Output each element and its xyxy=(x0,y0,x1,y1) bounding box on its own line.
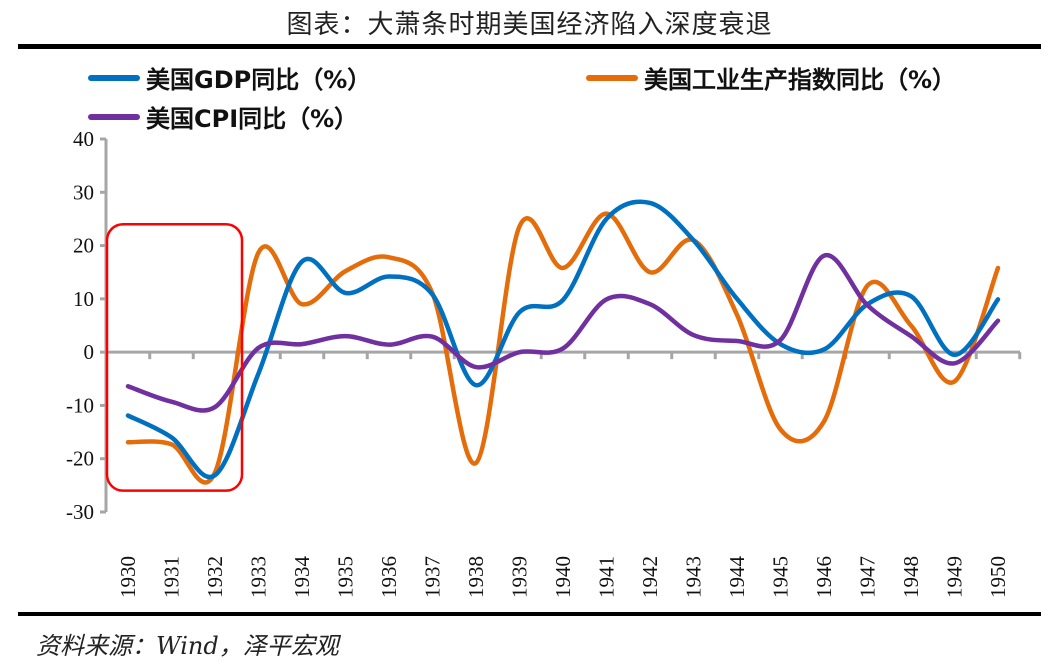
x-tick-label: 1936 xyxy=(377,556,401,598)
x-tick-label: 1937 xyxy=(421,556,445,598)
legend-item-industrial: 美国工业生产指数同比（%） xyxy=(586,60,956,95)
x-tick-label: 1930 xyxy=(116,556,140,598)
series-line-cpi xyxy=(125,253,1001,413)
chart-title: 图表：大萧条时期美国经济陷入深度衰退 xyxy=(286,10,773,40)
legend-label-cpi: 美国CPI同比（%） xyxy=(146,105,359,133)
highlight-box xyxy=(105,223,244,492)
x-tick-label: 1944 xyxy=(725,556,749,599)
y-tick-label: -30 xyxy=(66,500,94,524)
x-tick-label: 1943 xyxy=(682,556,706,598)
x-tick-label: 1942 xyxy=(638,556,662,598)
x-tick-label: 1934 xyxy=(290,556,314,599)
x-tick-label: 1949 xyxy=(943,556,967,598)
legend-swatch-cpi xyxy=(88,113,140,120)
series-line-industrial xyxy=(125,211,1001,485)
y-tick-label: 10 xyxy=(73,287,94,311)
x-tick-label: 1940 xyxy=(551,556,575,598)
y-tick-label: 20 xyxy=(73,234,94,258)
legend-swatch-gdp xyxy=(88,74,140,81)
x-tick-label: 1947 xyxy=(856,556,880,598)
y-tick-label: 30 xyxy=(73,180,94,204)
top-rule xyxy=(18,44,1041,49)
x-tick-label: 1931 xyxy=(160,556,184,598)
x-tick-label: 1946 xyxy=(812,556,836,598)
x-tick-label: 1932 xyxy=(203,556,227,598)
x-tick-label: 1935 xyxy=(334,556,358,598)
y-tick-label: 40 xyxy=(73,127,94,151)
x-tick-label: 1941 xyxy=(595,556,619,598)
y-tick-label: -20 xyxy=(66,447,94,471)
x-tick-label: 1938 xyxy=(464,556,488,598)
y-tick-label: -10 xyxy=(66,393,94,417)
x-tick-label: 1939 xyxy=(508,556,532,598)
x-tick-label: 1948 xyxy=(899,556,923,598)
x-tick-label: 1950 xyxy=(986,556,1010,598)
x-tick-label: 1933 xyxy=(247,556,271,598)
bottom-rule xyxy=(18,612,1041,616)
y-tick-label: 0 xyxy=(84,340,95,364)
series-line-gdp xyxy=(125,199,1001,480)
legend-label-industrial: 美国工业生产指数同比（%） xyxy=(644,66,957,94)
x-tick-label: 1945 xyxy=(769,556,793,598)
source-note: 资料来源：Wind，泽平宏观 xyxy=(36,632,339,660)
legend-item-gdp: 美国GDP同比（%） xyxy=(88,60,371,95)
legend-item-cpi: 美国CPI同比（%） xyxy=(88,99,358,134)
legend-label-gdp: 美国GDP同比（%） xyxy=(146,66,372,94)
legend-swatch-industrial xyxy=(586,74,638,81)
